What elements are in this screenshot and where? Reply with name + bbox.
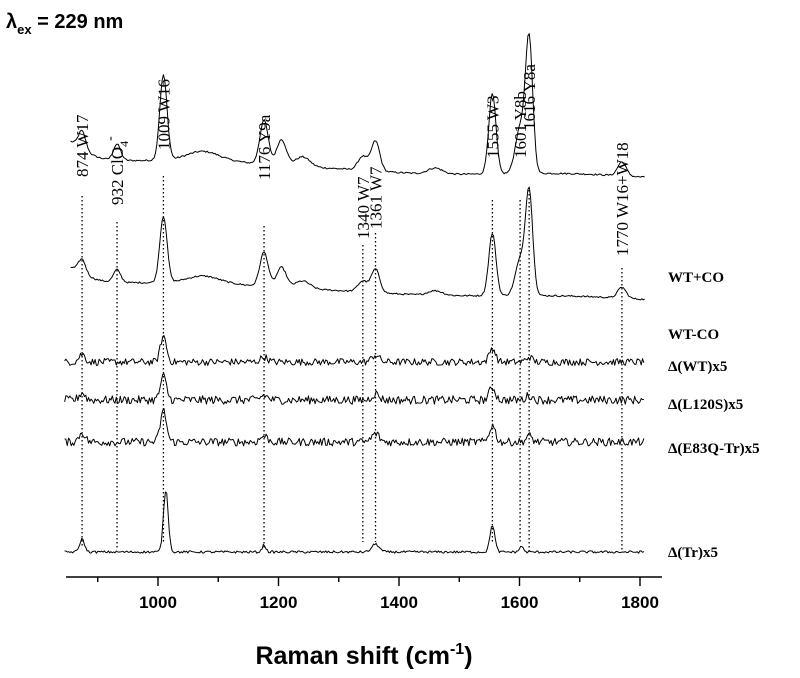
chart-title: λex = 229 nm — [6, 11, 123, 37]
peak-label-text: 1770 W16+W18 — [613, 142, 632, 256]
peak-label-text: 1616 Y8a — [520, 64, 539, 130]
series-label-6: Δ(Tr)x5 — [668, 545, 718, 561]
peak-label-1601: 1601 Y8b — [511, 91, 530, 158]
peak-label-1176: 1176 Y9a — [255, 114, 274, 180]
peak-label-1555: 1555 W3 — [483, 96, 502, 159]
peak-label-text: 1361 W7 — [367, 166, 386, 229]
spectrum-line-1 — [70, 33, 645, 178]
spectra-traces — [64, 33, 645, 554]
peak-label-1616: 1616 Y8a — [520, 64, 539, 130]
spectrum-line-2 — [70, 186, 645, 301]
title-subscript: ex — [17, 22, 32, 37]
x-tick-label-1400: 1400 — [380, 593, 418, 612]
series-label-4: Δ(L120S)x5 — [668, 397, 743, 413]
title-rest: = 229 nm — [32, 11, 124, 33]
spectrum-line-5 — [64, 408, 645, 447]
peak-label-text: 1009 W16 — [154, 79, 173, 150]
x-tick-label-1000: 1000 — [139, 593, 177, 612]
series-label-1: WT+CO — [668, 270, 724, 286]
spectrum-line-4 — [64, 373, 644, 405]
peak-label-1340: 1340 W7 — [354, 176, 373, 239]
x-tick-label-1600: 1600 — [501, 593, 539, 612]
title-lambda: λ — [6, 11, 17, 33]
peak-label-932: 932 ClO4- — [103, 136, 131, 205]
peak-label-1009: 1009 W16 — [154, 79, 173, 150]
series-labels: WT+CO WT-CO Δ(WT)x5 Δ(L120S)x5 Δ(E83Q-Tr)x5 Δ… — [668, 270, 760, 561]
x-axis-label: Raman shift (cm-1) — [255, 641, 472, 670]
x-tick-label-1800: 1800 — [621, 593, 659, 612]
x-axis-label-main: Raman shift (cm — [255, 642, 449, 670]
peak-label-text: 874 W17 — [73, 114, 92, 177]
series-label-3: Δ(WT)x5 — [668, 359, 727, 375]
peak-label-874: 874 W17 — [73, 114, 92, 177]
peak-guide-lines — [81, 176, 623, 552]
peak-label-text: 1176 Y9a — [255, 114, 274, 180]
series-label-2: WT-CO — [668, 327, 719, 343]
x-axis-label-close: ) — [464, 642, 472, 670]
peak-label-text: 932 ClO — [108, 147, 127, 205]
x-axis: 1000 1200 1400 1600 1800 — [66, 576, 662, 612]
spectrum-line-6 — [64, 491, 645, 554]
x-axis-label-sup: -1 — [450, 641, 464, 658]
spectrum-line-3 — [64, 335, 645, 366]
peak-label-text: 1555 W3 — [483, 96, 502, 159]
peak-label-text: 1340 W7 — [354, 176, 373, 239]
peak-label-sub: 4 — [117, 141, 131, 147]
peak-label-text: 1601 Y8b — [511, 91, 530, 158]
peak-label-1770: 1770 W16+W18 — [613, 142, 632, 256]
peak-label-sup: - — [103, 136, 118, 141]
peak-label-1361: 1361 W7 — [367, 166, 386, 229]
x-tick-label-1200: 1200 — [260, 593, 298, 612]
series-label-5: Δ(E83Q-Tr)x5 — [668, 441, 760, 457]
